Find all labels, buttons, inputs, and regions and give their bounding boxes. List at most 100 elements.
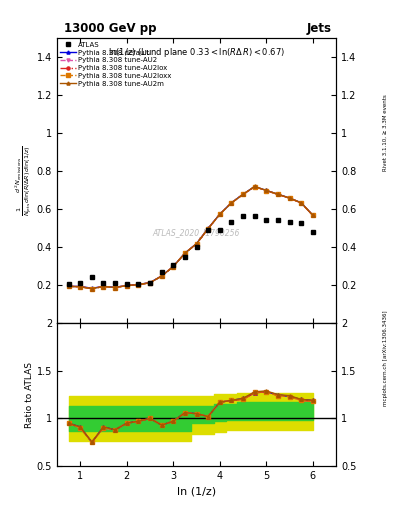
Pythia 8.308 tune-AU2 — [275, 191, 280, 198]
Pythia 8.308 tune-AU2lox — [310, 212, 315, 219]
Pythia 8.308 tune-AU2lox — [229, 200, 234, 206]
Pythia 8.308 tune-AU2loxx — [182, 250, 187, 257]
Pythia 8.308 default — [113, 284, 118, 290]
ATLAS — [113, 280, 118, 286]
Pythia 8.308 tune-AU2m — [136, 282, 141, 288]
Pythia 8.308 tune-AU2lox — [159, 273, 164, 279]
ATLAS — [159, 269, 164, 275]
Pythia 8.308 tune-AU2lox — [66, 283, 71, 289]
Pythia 8.308 tune-AU2loxx — [171, 264, 176, 270]
Pythia 8.308 default — [206, 225, 211, 231]
Pythia 8.308 tune-AU2m — [182, 250, 187, 257]
Pythia 8.308 tune-AU2loxx — [217, 211, 222, 218]
Pythia 8.308 tune-AU2 — [310, 212, 315, 219]
Pythia 8.308 tune-AU2lox — [275, 191, 280, 198]
Pythia 8.308 tune-AU2lox — [206, 225, 211, 231]
Pythia 8.308 tune-AU2lox — [299, 200, 303, 206]
Pythia 8.308 tune-AU2lox — [287, 195, 292, 201]
Pythia 8.308 tune-AU2loxx — [299, 200, 303, 206]
Pythia 8.308 tune-AU2 — [206, 225, 211, 231]
Pythia 8.308 tune-AU2 — [264, 187, 269, 194]
Pythia 8.308 tune-AU2lox — [217, 211, 222, 218]
Pythia 8.308 tune-AU2loxx — [66, 283, 71, 289]
Pythia 8.308 tune-AU2m — [241, 191, 245, 198]
Pythia 8.308 default — [136, 282, 141, 288]
Pythia 8.308 tune-AU2lox — [78, 284, 83, 290]
ATLAS — [206, 227, 211, 233]
Pythia 8.308 tune-AU2lox — [171, 264, 176, 270]
Text: $\ln(1/z)$ (Lund plane $0.33{<}\ln(R\Delta\,R){<}0.67$): $\ln(1/z)$ (Lund plane $0.33{<}\ln(R\Del… — [108, 46, 285, 58]
ATLAS — [194, 244, 199, 250]
Pythia 8.308 tune-AU2 — [66, 283, 71, 289]
Pythia 8.308 tune-AU2lox — [136, 282, 141, 288]
ATLAS — [229, 219, 234, 225]
Pythia 8.308 default — [182, 250, 187, 256]
Pythia 8.308 tune-AU2loxx — [287, 195, 292, 201]
Pythia 8.308 tune-AU2lox — [264, 187, 269, 194]
Pythia 8.308 tune-AU2loxx — [124, 283, 129, 289]
ATLAS — [66, 282, 71, 288]
ATLAS — [310, 229, 315, 236]
Pythia 8.308 tune-AU2 — [241, 191, 245, 198]
Pythia 8.308 tune-AU2loxx — [310, 212, 315, 219]
Pythia 8.308 default — [171, 263, 176, 269]
Pythia 8.308 default — [310, 212, 315, 218]
ATLAS — [182, 254, 187, 260]
Pythia 8.308 tune-AU2m — [264, 187, 269, 194]
Pythia 8.308 tune-AU2 — [113, 285, 118, 291]
ATLAS — [90, 274, 94, 280]
Pythia 8.308 tune-AU2m — [171, 264, 176, 270]
Line: Pythia 8.308 tune-AU2loxx: Pythia 8.308 tune-AU2loxx — [67, 185, 314, 290]
Pythia 8.308 default — [275, 191, 280, 197]
Text: ATLAS_2020_I1790256: ATLAS_2020_I1790256 — [153, 228, 240, 237]
ATLAS — [124, 281, 129, 287]
Pythia 8.308 tune-AU2 — [78, 284, 83, 290]
Pythia 8.308 tune-AU2loxx — [78, 284, 83, 290]
Pythia 8.308 tune-AU2loxx — [194, 241, 199, 247]
Pythia 8.308 tune-AU2m — [287, 195, 292, 201]
Pythia 8.308 tune-AU2m — [310, 212, 315, 218]
Pythia 8.308 tune-AU2lox — [241, 191, 245, 198]
Pythia 8.308 tune-AU2 — [287, 195, 292, 201]
Y-axis label: $\frac{1}{N_\mathrm{jets}}\frac{d^2 N_\mathrm{emissions}}{d\ln(R/\Delta R)\,d\ln: $\frac{1}{N_\mathrm{jets}}\frac{d^2 N_\m… — [13, 145, 34, 217]
Pythia 8.308 tune-AU2m — [113, 285, 118, 291]
Pythia 8.308 tune-AU2m — [124, 283, 129, 289]
Pythia 8.308 tune-AU2m — [252, 183, 257, 189]
Pythia 8.308 tune-AU2lox — [194, 241, 199, 247]
Pythia 8.308 tune-AU2 — [101, 284, 106, 290]
ATLAS — [264, 217, 269, 223]
Pythia 8.308 default — [252, 183, 257, 189]
Pythia 8.308 default — [217, 211, 222, 217]
Pythia 8.308 tune-AU2loxx — [264, 187, 269, 194]
Pythia 8.308 default — [101, 283, 106, 289]
Pythia 8.308 tune-AU2loxx — [101, 284, 106, 290]
Pythia 8.308 tune-AU2m — [194, 241, 199, 247]
Pythia 8.308 tune-AU2m — [78, 284, 83, 290]
Pythia 8.308 default — [287, 195, 292, 201]
Pythia 8.308 tune-AU2m — [90, 286, 94, 292]
Text: Rivet 3.1.10, ≥ 3.3M events: Rivet 3.1.10, ≥ 3.3M events — [383, 95, 387, 172]
ATLAS — [136, 281, 141, 287]
Pythia 8.308 tune-AU2loxx — [206, 225, 211, 231]
Pythia 8.308 tune-AU2loxx — [90, 286, 94, 292]
Pythia 8.308 default — [78, 283, 83, 289]
Pythia 8.308 tune-AU2 — [148, 280, 152, 286]
Text: 13000 GeV pp: 13000 GeV pp — [64, 22, 156, 34]
Pythia 8.308 tune-AU2m — [101, 284, 106, 290]
Pythia 8.308 tune-AU2 — [136, 282, 141, 288]
Line: Pythia 8.308 default: Pythia 8.308 default — [67, 185, 314, 290]
Pythia 8.308 tune-AU2 — [299, 200, 303, 206]
Pythia 8.308 tune-AU2lox — [148, 280, 152, 286]
Pythia 8.308 tune-AU2 — [217, 211, 222, 218]
Pythia 8.308 tune-AU2m — [299, 200, 303, 206]
Pythia 8.308 tune-AU2m — [159, 273, 164, 279]
Pythia 8.308 tune-AU2m — [229, 200, 234, 206]
Pythia 8.308 tune-AU2m — [275, 191, 280, 197]
Pythia 8.308 default — [90, 285, 94, 291]
Y-axis label: Ratio to ATLAS: Ratio to ATLAS — [25, 361, 34, 428]
Pythia 8.308 tune-AU2loxx — [148, 280, 152, 286]
Pythia 8.308 tune-AU2loxx — [241, 191, 245, 198]
Pythia 8.308 tune-AU2 — [229, 200, 234, 206]
Line: Pythia 8.308 tune-AU2m: Pythia 8.308 tune-AU2m — [67, 185, 314, 290]
Text: mcplots.cern.ch [arXiv:1306.3436]: mcplots.cern.ch [arXiv:1306.3436] — [383, 311, 387, 406]
